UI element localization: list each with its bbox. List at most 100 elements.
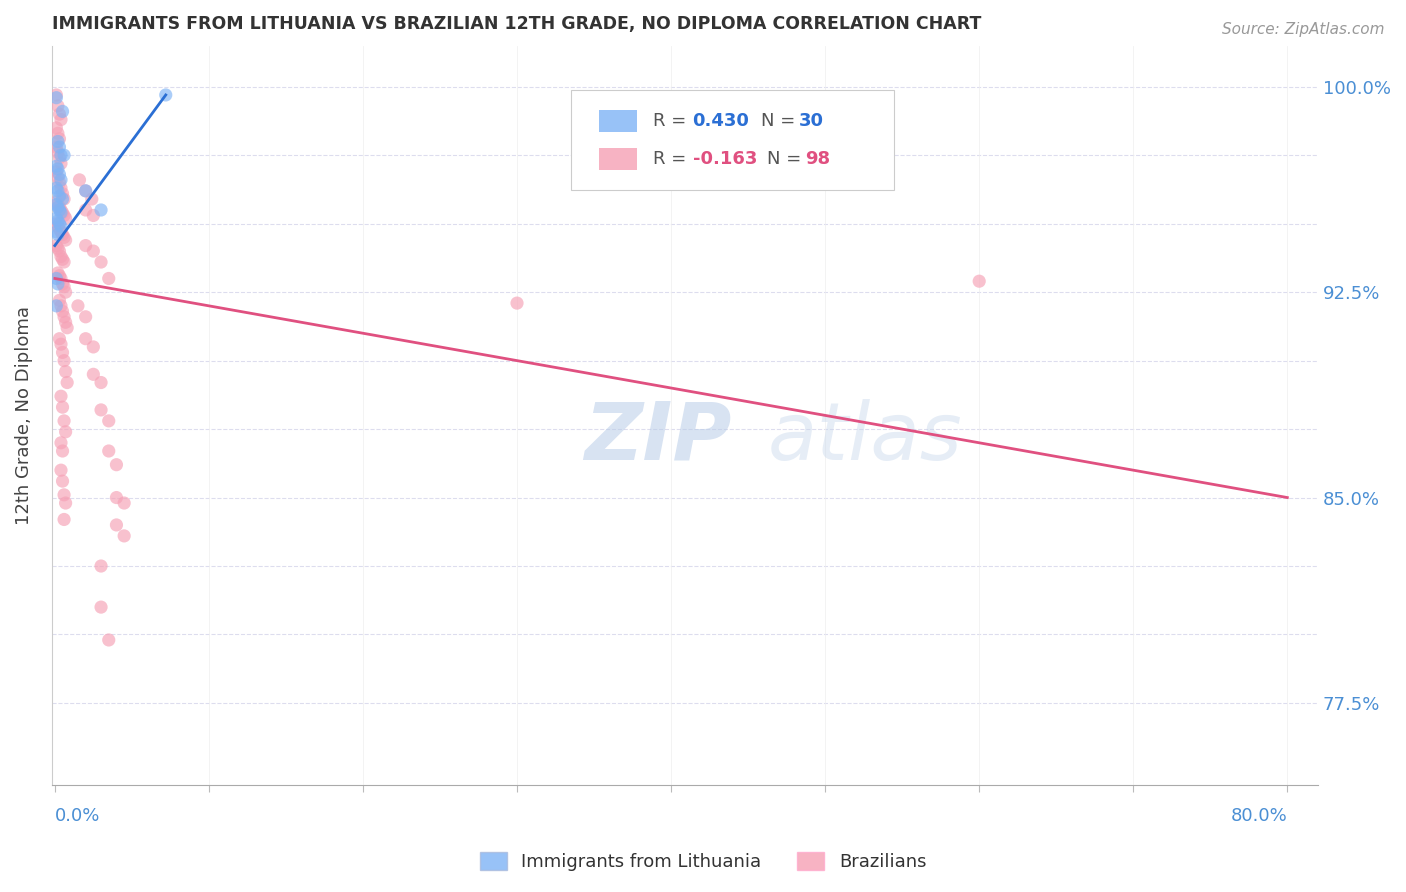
Text: 98: 98 bbox=[806, 150, 831, 168]
Point bbox=[51, 227, 73, 242]
Point bbox=[49, 337, 72, 351]
Point bbox=[51, 304, 73, 318]
Point bbox=[75, 184, 97, 198]
Point bbox=[49, 463, 72, 477]
Legend: Immigrants from Lithuania, Brazilians: Immigrants from Lithuania, Brazilians bbox=[472, 846, 934, 879]
Text: ZIP: ZIP bbox=[583, 399, 731, 476]
Point bbox=[105, 458, 128, 472]
Point bbox=[46, 184, 69, 198]
Point bbox=[46, 219, 69, 234]
Point bbox=[97, 271, 120, 285]
FancyBboxPatch shape bbox=[571, 90, 894, 190]
Point bbox=[45, 197, 67, 211]
Point bbox=[56, 320, 79, 334]
Point bbox=[46, 161, 69, 176]
Point bbox=[53, 279, 76, 293]
Point bbox=[82, 340, 104, 354]
Point bbox=[49, 389, 72, 403]
Point bbox=[82, 244, 104, 258]
Point bbox=[51, 205, 73, 219]
Point bbox=[48, 168, 70, 182]
Text: R =: R = bbox=[654, 150, 692, 168]
Point bbox=[45, 159, 67, 173]
Point bbox=[55, 211, 77, 226]
Point bbox=[97, 414, 120, 428]
Point bbox=[90, 255, 112, 269]
Point bbox=[49, 205, 72, 219]
Point bbox=[45, 299, 67, 313]
Point bbox=[51, 186, 73, 201]
Point bbox=[45, 140, 67, 154]
Point bbox=[46, 241, 69, 255]
Point bbox=[75, 310, 97, 324]
Point bbox=[45, 217, 67, 231]
Point bbox=[53, 209, 76, 223]
Text: IMMIGRANTS FROM LITHUANIA VS BRAZILIAN 12TH GRADE, NO DIPLOMA CORRELATION CHART: IMMIGRANTS FROM LITHUANIA VS BRAZILIAN 1… bbox=[52, 15, 981, 33]
Point bbox=[56, 376, 79, 390]
Point bbox=[80, 192, 103, 206]
Point bbox=[55, 285, 77, 300]
Point bbox=[506, 296, 529, 310]
Point bbox=[90, 376, 112, 390]
Point bbox=[51, 252, 73, 267]
Point bbox=[55, 425, 77, 439]
Point bbox=[55, 365, 77, 379]
Point bbox=[75, 202, 97, 217]
Point bbox=[51, 474, 73, 488]
Point bbox=[90, 559, 112, 574]
Point bbox=[49, 225, 72, 239]
Point bbox=[48, 176, 70, 190]
Point bbox=[53, 512, 76, 526]
Point bbox=[967, 274, 990, 288]
Point bbox=[51, 345, 73, 359]
Point bbox=[46, 266, 69, 280]
Text: -0.163: -0.163 bbox=[693, 150, 756, 168]
Point bbox=[53, 353, 76, 368]
Point bbox=[75, 332, 97, 346]
Y-axis label: 12th Grade, No Diploma: 12th Grade, No Diploma bbox=[15, 306, 32, 524]
Point bbox=[49, 202, 72, 217]
Point bbox=[46, 200, 69, 214]
Point bbox=[51, 104, 73, 119]
Point bbox=[46, 99, 69, 113]
Point bbox=[49, 148, 72, 162]
Point bbox=[51, 444, 73, 458]
Point bbox=[105, 491, 128, 505]
Point bbox=[90, 202, 112, 217]
Point bbox=[48, 107, 70, 121]
Point bbox=[46, 197, 69, 211]
Point bbox=[46, 214, 69, 228]
Point bbox=[53, 488, 76, 502]
Point bbox=[66, 299, 89, 313]
Text: Source: ZipAtlas.com: Source: ZipAtlas.com bbox=[1222, 22, 1385, 37]
Point bbox=[97, 632, 120, 647]
Bar bbox=[599, 110, 637, 132]
Text: N =: N = bbox=[761, 112, 801, 130]
Point bbox=[45, 211, 67, 226]
Point bbox=[53, 255, 76, 269]
Point bbox=[48, 293, 70, 308]
Point bbox=[53, 148, 76, 162]
Point bbox=[49, 250, 72, 264]
Text: N =: N = bbox=[768, 150, 807, 168]
Point bbox=[48, 202, 70, 217]
Point bbox=[51, 400, 73, 414]
Point bbox=[49, 435, 72, 450]
Text: 0.0%: 0.0% bbox=[55, 807, 100, 825]
Point bbox=[48, 140, 70, 154]
Point bbox=[105, 518, 128, 533]
Point bbox=[53, 414, 76, 428]
Point bbox=[112, 496, 135, 510]
Point bbox=[46, 145, 69, 160]
Point bbox=[55, 315, 77, 329]
Point bbox=[53, 310, 76, 324]
Point bbox=[48, 332, 70, 346]
Point bbox=[97, 444, 120, 458]
Point bbox=[48, 200, 70, 214]
Point bbox=[48, 244, 70, 258]
Point bbox=[55, 496, 77, 510]
Point bbox=[69, 173, 91, 187]
Point bbox=[90, 600, 112, 615]
Point bbox=[46, 170, 69, 185]
Point bbox=[46, 126, 69, 140]
